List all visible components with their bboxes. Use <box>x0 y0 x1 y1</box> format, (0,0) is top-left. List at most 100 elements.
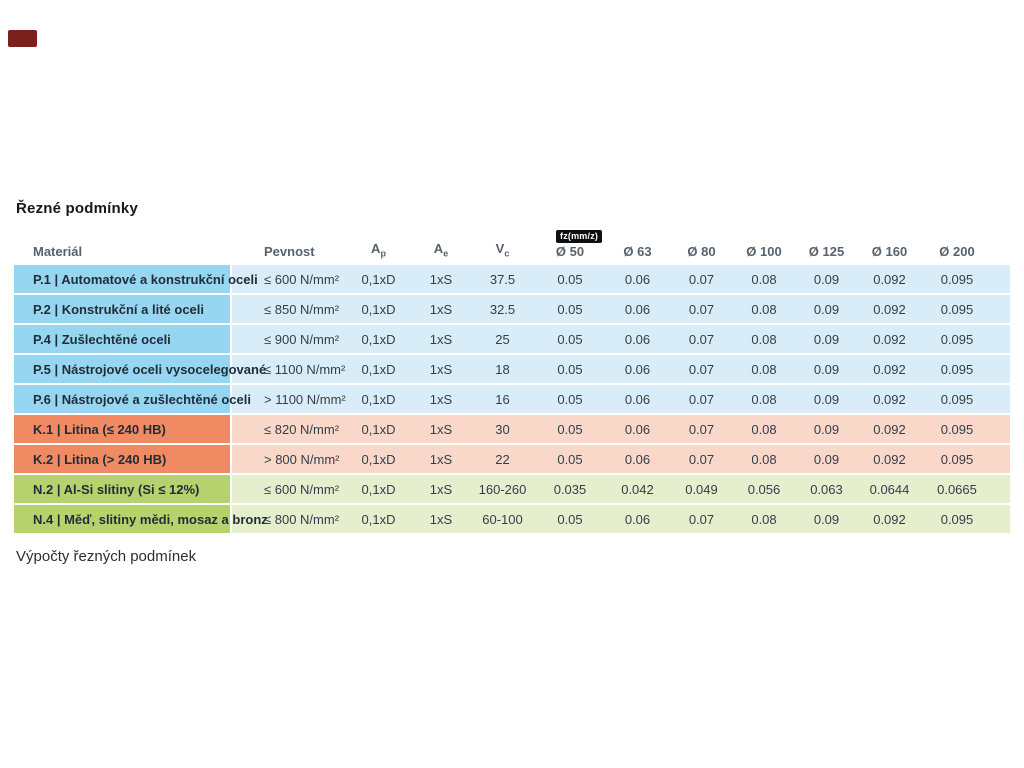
fz-cell: 0.07 <box>688 511 715 527</box>
vc-cell: 160-260 <box>478 481 527 497</box>
fz-cell: 0.09 <box>813 331 840 347</box>
table-row: P.2 | Konstrukční a lité oceli ≤ 850 N/m… <box>14 295 1010 323</box>
fz-cell: 0.05 <box>557 271 583 287</box>
fz-cell: 0.07 <box>688 301 715 317</box>
column-header-d50: Ø 50 <box>555 244 585 259</box>
pevnost-cell: > 800 N/mm² <box>264 451 340 467</box>
fz-cell: 0.092 <box>873 271 906 287</box>
fz-cell: 0.08 <box>751 511 777 527</box>
pevnost-cell: ≤ 900 N/mm² <box>264 331 340 347</box>
vc-cell: 25 <box>495 331 510 347</box>
fz-cell: 0.092 <box>873 301 906 317</box>
fz-cell: 0.095 <box>940 451 974 467</box>
material-cell: P.6 | Nástrojové a zušlechtěné oceli <box>14 385 251 413</box>
column-header-d160: Ø 160 <box>871 244 908 259</box>
fz-cell: 0.095 <box>940 331 974 347</box>
column-header-d80: Ø 80 <box>687 244 716 259</box>
fz-cell: 0.06 <box>624 451 651 467</box>
fz-cell: 0.092 <box>873 361 906 377</box>
pevnost-cell: ≤ 600 N/mm² <box>264 271 340 287</box>
fz-cell: 0.095 <box>940 421 974 437</box>
fz-cell: 0.08 <box>751 391 777 407</box>
fz-cell: 0.092 <box>873 331 906 347</box>
fz-cell: 0.09 <box>813 271 840 287</box>
column-header-d125: Ø 125 <box>808 244 845 259</box>
ap-cell: 0,1xD <box>361 421 396 437</box>
fz-cell: 0.049 <box>685 481 718 497</box>
fz-cell: 0.063 <box>810 481 843 497</box>
fz-cell: 0.0644 <box>869 481 910 497</box>
column-header-d63: Ø 63 <box>623 244 652 259</box>
pevnost-cell: ≤ 850 N/mm² <box>264 301 340 317</box>
fz-cell: 0.09 <box>813 451 840 467</box>
cutting-conditions-table: Materiál Pevnost Ap Ae Vc Ø 50 Ø 63 Ø 80… <box>14 228 1010 535</box>
fz-cell: 0.07 <box>688 331 715 347</box>
ap-cell: 0,1xD <box>361 511 396 527</box>
fz-cell: 0.07 <box>688 451 715 467</box>
vc-cell: 37.5 <box>489 271 516 287</box>
table-rows: P.1 | Automatové a konstrukční oceli ≤ 6… <box>14 265 1010 533</box>
fz-cell: 0.09 <box>813 361 840 377</box>
fz-cell: 0.092 <box>873 421 906 437</box>
ae-cell: 1xS <box>429 421 453 437</box>
fz-cell: 0.08 <box>751 451 777 467</box>
fz-cell: 0.092 <box>873 391 906 407</box>
fz-cell: 0.07 <box>688 421 715 437</box>
material-cell: P.4 | Zušlechtěné oceli <box>14 325 232 353</box>
fz-cell: 0.042 <box>621 481 654 497</box>
fz-cell: 0.095 <box>940 391 974 407</box>
column-header-ap: Ap <box>371 241 386 259</box>
fz-cell: 0.08 <box>751 331 777 347</box>
fz-cell: 0.07 <box>688 361 715 377</box>
material-cell: K.1 | Litina (≤ 240 HB) <box>14 415 232 443</box>
fz-cell: 0.05 <box>557 391 583 407</box>
page-title: Řezné podmínky <box>16 200 138 217</box>
table-row: K.1 | Litina (≤ 240 HB) ≤ 820 N/mm² 0,1x… <box>14 415 1010 443</box>
fz-cell: 0.07 <box>688 271 715 287</box>
ap-cell: 0,1xD <box>361 301 396 317</box>
fz-cell: 0.05 <box>557 511 583 527</box>
table-row: P.4 | Zušlechtěné oceli ≤ 900 N/mm² 0,1x… <box>14 325 1010 353</box>
ae-cell: 1xS <box>429 481 453 497</box>
ae-cell: 1xS <box>429 301 453 317</box>
fz-cell: 0.05 <box>557 361 583 377</box>
material-cell: P.5 | Nástrojové oceli vysocelegované <box>14 355 266 383</box>
pevnost-cell: ≤ 820 N/mm² <box>264 421 340 437</box>
fz-cell: 0.095 <box>940 271 974 287</box>
fz-cell: 0.06 <box>624 271 651 287</box>
fz-cell: 0.05 <box>557 331 583 347</box>
pevnost-cell: ≤ 800 N/mm² <box>264 511 340 527</box>
table-row: K.2 | Litina (> 240 HB) > 800 N/mm² 0,1x… <box>14 445 1010 473</box>
fz-cell: 0.09 <box>813 301 840 317</box>
column-header-pevnost: Pevnost <box>264 244 315 259</box>
fz-cell: 0.095 <box>940 511 974 527</box>
table-row: P.6 | Nástrojové a zušlechtěné oceli > 1… <box>14 385 1010 413</box>
section-footer-text: Výpočty řezných podmínek <box>16 548 197 565</box>
ae-cell: 1xS <box>429 511 453 527</box>
ap-cell: 0,1xD <box>361 451 396 467</box>
fz-cell: 0.06 <box>624 301 651 317</box>
ae-cell: 1xS <box>429 391 453 407</box>
column-header-ae: Ae <box>433 241 449 259</box>
material-cell: K.2 | Litina (> 240 HB) <box>14 445 232 473</box>
fz-cell: 0.095 <box>940 301 974 317</box>
ap-cell: 0,1xD <box>361 481 396 497</box>
vc-cell: 18 <box>495 361 510 377</box>
column-header-vc: Vc <box>495 241 510 259</box>
fz-cell: 0.06 <box>624 421 651 437</box>
fz-cell: 0.056 <box>747 481 781 497</box>
fz-cell: 0.06 <box>624 511 651 527</box>
pevnost-cell: ≤ 600 N/mm² <box>264 481 340 497</box>
vc-cell: 22 <box>495 451 510 467</box>
fz-unit-badge: fz(mm/z) <box>556 230 603 243</box>
ap-cell: 0,1xD <box>361 331 396 347</box>
fz-cell: 0.06 <box>624 391 651 407</box>
fz-cell: 0.092 <box>873 511 906 527</box>
fz-cell: 0.08 <box>751 361 777 377</box>
ap-cell: 0,1xD <box>361 391 396 407</box>
fz-cell: 0.09 <box>813 421 840 437</box>
fz-cell: 0.05 <box>557 301 583 317</box>
fz-cell: 0.09 <box>813 511 840 527</box>
fz-cell: 0.092 <box>873 451 906 467</box>
vc-cell: 32.5 <box>489 301 516 317</box>
